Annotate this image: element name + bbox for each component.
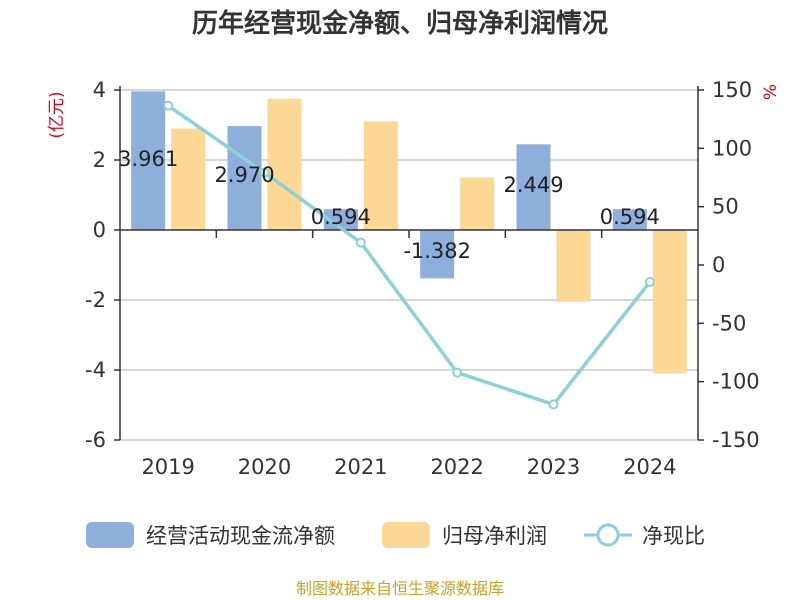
x-tick-label: 2022 [430, 455, 483, 479]
legend-swatch-cashflow[interactable] [86, 522, 134, 548]
axes [114, 86, 704, 441]
line-series [163, 100, 655, 410]
bar-cashflow [131, 91, 166, 231]
legend-swatch-netprofit[interactable] [382, 522, 430, 548]
left-tick-label: 0 [93, 218, 106, 242]
left-tick-label: -4 [85, 358, 106, 382]
bar-cashflow [612, 209, 647, 230]
left-tick-label: 4 [93, 78, 106, 102]
ratio-point [259, 167, 270, 178]
legend: 经营活动现金流净额 归母净利润 净现比 [86, 522, 705, 548]
gridlines [120, 89, 698, 441]
x-tick-label: 2024 [623, 455, 676, 479]
ratio-point [452, 367, 463, 378]
source-note: 制图数据来自恒生聚源数据库 [296, 579, 504, 598]
data-label-cashflow: 3.961 [118, 147, 178, 171]
right-tick-label: -150 [712, 428, 760, 452]
tick-labels: 4 2 0 -2 -4 -6 150 100 50 0 -50 -100 -150 2019 2020 202… [85, 78, 760, 479]
right-tick-label: 150 [712, 78, 752, 102]
data-label-cashflow: 0.594 [311, 205, 371, 229]
chart-title: 历年经营现金净额、归母净利润情况 [192, 8, 608, 39]
bar-netprofit [556, 230, 591, 302]
ratio-point [644, 276, 655, 287]
data-label-cashflow: 2.449 [503, 173, 563, 197]
legend-label-cashflow[interactable]: 经营活动现金流净额 [146, 524, 335, 548]
bar-cashflow [323, 209, 358, 230]
x-tick-label: 2019 [141, 455, 194, 479]
bar-netprofit [171, 128, 206, 230]
bar-netprofit [267, 98, 302, 230]
x-tick-label: 2021 [334, 455, 387, 479]
data-label-cashflow: 2.970 [214, 163, 274, 187]
ratio-point [355, 237, 366, 248]
legend-marker-ratio[interactable] [596, 523, 620, 547]
bars [131, 91, 687, 374]
left-tick-label: 2 [93, 148, 106, 172]
left-tick-label: -6 [85, 428, 106, 452]
right-tick-label: -100 [712, 370, 760, 394]
bar-netprofit [652, 230, 687, 374]
bar-netprofit [460, 177, 495, 230]
x-tick-label: 2023 [527, 455, 580, 479]
left-tick-label: -2 [85, 288, 106, 312]
ratio-point [548, 399, 559, 410]
right-axis-unit: % [761, 84, 781, 100]
bar-cashflow [516, 144, 551, 230]
data-label-cashflow: -1.382 [403, 239, 471, 263]
bar-cashflow [420, 230, 455, 279]
legend-label-ratio[interactable]: 净现比 [642, 524, 705, 548]
right-tick-label: 0 [712, 253, 725, 277]
data-labels: 3.961 2.970 0.594 -1.382 2.449 0.594 [118, 147, 660, 263]
right-tick-label: -50 [712, 311, 746, 335]
right-tick-label: 50 [712, 195, 739, 219]
bar-cashflow [227, 126, 262, 230]
x-tick-label: 2020 [238, 455, 291, 479]
legend-label-netprofit[interactable]: 归母净利润 [442, 524, 547, 548]
data-label-cashflow: 0.594 [600, 205, 660, 229]
ratio-line [167, 104, 652, 407]
bar-netprofit [363, 121, 398, 230]
ratio-point [163, 100, 174, 111]
right-tick-label: 100 [712, 136, 752, 160]
left-axis-unit: (亿元) [47, 91, 67, 138]
